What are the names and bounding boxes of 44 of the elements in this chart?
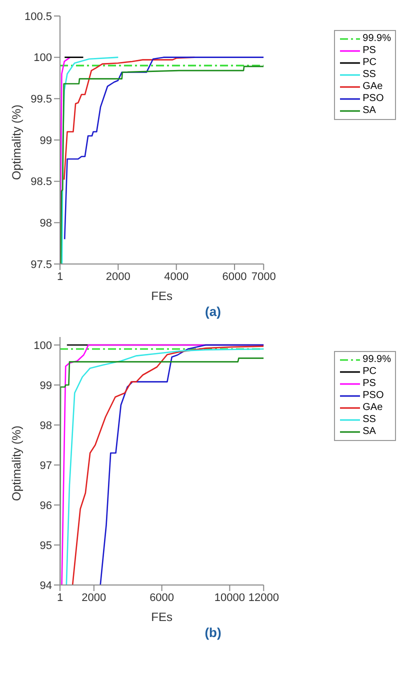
x-tick-label: 6000 — [222, 270, 247, 283]
x-tick-label: 1 — [56, 592, 64, 604]
x-tick-label: 2000 — [106, 270, 130, 283]
legend-label: PC — [362, 57, 377, 69]
x-tick-label: 12000 — [248, 592, 279, 604]
legend-label: PS — [362, 378, 376, 390]
legend-label: GAe — [362, 402, 383, 414]
legend-label: PC — [362, 366, 377, 378]
y-axis-title: Optimality (%) — [9, 104, 24, 180]
y-tick-label: 97 — [40, 460, 52, 472]
legend-label: SA — [362, 105, 376, 117]
legend-label: 99.9% — [362, 33, 391, 45]
x-tick-label: 10000 — [214, 592, 245, 604]
y-tick-label: 100 — [34, 340, 52, 352]
y-tick-label: 99.5 — [30, 94, 52, 106]
legend-label: SS — [362, 69, 376, 81]
y-tick-label: 98.5 — [30, 176, 52, 188]
y-tick-label: 98 — [40, 218, 52, 230]
legend-label: 99.9% — [362, 354, 391, 366]
y-tick-label: 97.5 — [30, 258, 52, 271]
legend-label: SA — [362, 426, 376, 438]
x-tick-label: 2000 — [82, 592, 106, 604]
y-tick-label: 99 — [40, 134, 52, 147]
y-tick-label: 100 — [34, 52, 52, 64]
x-tick-label: 4000 — [164, 270, 189, 283]
y-tick-label: 100.5 — [24, 10, 52, 23]
legend-label: SS — [362, 414, 376, 426]
y-tick-label: 96 — [40, 500, 52, 512]
x-axis-title: FEs — [151, 289, 172, 303]
y-tick-label: 95 — [40, 540, 52, 552]
legend-label: GAe — [362, 81, 383, 93]
text: (a) — [204, 304, 222, 319]
legend-label: PSO — [362, 93, 384, 105]
y-axis-title: Optimality (%) — [9, 426, 24, 501]
x-tick-label: 7000 — [251, 270, 276, 283]
y-tick-label: 99 — [40, 380, 52, 392]
y-tick-label: 94 — [40, 580, 52, 592]
text: (b) — [204, 625, 222, 640]
x-axis-title: FEs — [151, 610, 172, 624]
x-tick-label: 1 — [56, 270, 64, 283]
legend-label: PSO — [362, 390, 384, 402]
y-tick-label: 98 — [40, 420, 52, 432]
legend-label: PS — [362, 45, 376, 57]
x-tick-label: 6000 — [150, 592, 174, 604]
